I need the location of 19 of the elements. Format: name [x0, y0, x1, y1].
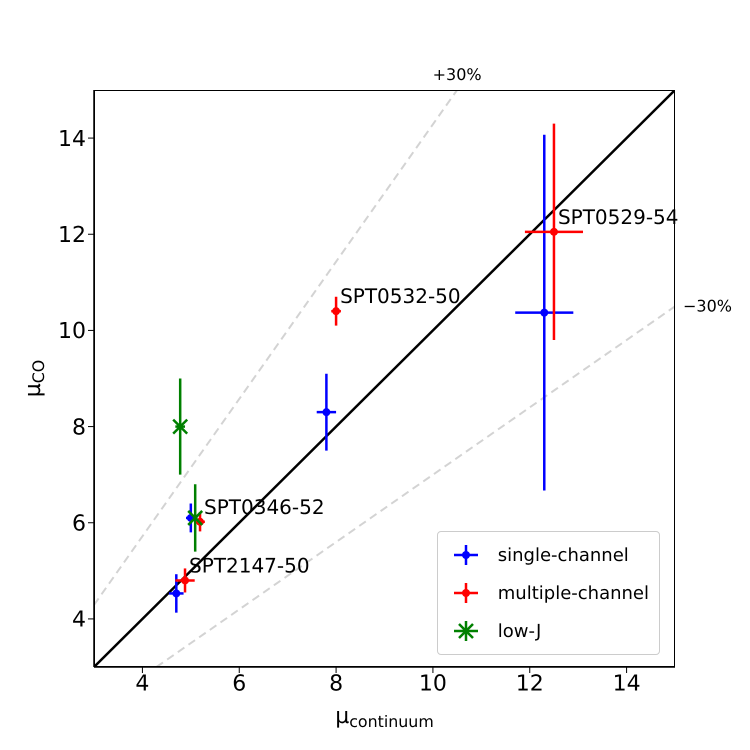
- legend-label: low-J: [498, 620, 542, 642]
- x-tick-label: 6: [232, 672, 246, 697]
- x-axis-title: μ$_{continuum}$: [335, 704, 434, 731]
- y-tick-label: 10: [58, 319, 86, 344]
- x-tick-label: 8: [329, 672, 344, 697]
- annotation: −30%: [683, 296, 732, 316]
- y-tick-label: 8: [72, 415, 86, 440]
- annotation: +30%: [432, 65, 482, 84]
- y-tick-label: 4: [72, 608, 86, 633]
- y-tick-label: 6: [72, 512, 86, 537]
- legend-label: single-channel: [498, 544, 629, 566]
- x-tick-label: 10: [418, 672, 447, 697]
- y-tick-label: 14: [58, 126, 86, 152]
- legend-label: multiple-channel: [498, 582, 649, 604]
- x-tick-label: 14: [612, 672, 641, 697]
- annotation: SPT0532-50: [340, 284, 461, 308]
- y-tick-label: 12: [58, 223, 86, 248]
- x-tick-label: 12: [516, 672, 544, 697]
- x-tick-label: 4: [135, 672, 150, 697]
